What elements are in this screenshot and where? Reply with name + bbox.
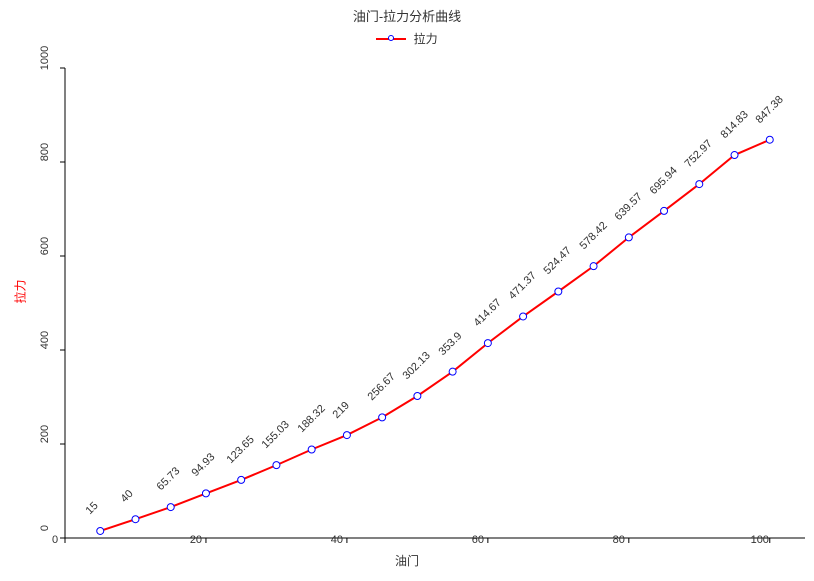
x-tick-label: 0	[52, 534, 58, 546]
data-marker	[555, 288, 562, 295]
y-tick-label: 600	[39, 226, 51, 266]
x-tick-label: 80	[613, 534, 625, 546]
chart-title: 油门-拉力分析曲线	[0, 6, 814, 25]
legend: 拉力	[0, 30, 814, 47]
data-marker	[731, 152, 738, 159]
data-marker	[308, 446, 315, 453]
data-marker	[132, 516, 139, 523]
y-tick-label: 1000	[39, 38, 51, 78]
y-tick-label: 800	[39, 132, 51, 172]
plot-area	[55, 58, 795, 528]
y-tick-label: 200	[39, 414, 51, 454]
x-tick-label: 100	[751, 534, 769, 546]
y-tick-label: 0	[39, 508, 51, 548]
data-marker	[343, 432, 350, 439]
legend-label: 拉力	[414, 30, 438, 47]
data-marker	[484, 340, 491, 347]
data-marker	[449, 368, 456, 375]
data-marker	[414, 392, 421, 399]
x-axis-label: 油门	[0, 552, 814, 569]
x-tick-label: 60	[472, 534, 484, 546]
x-tick-label: 40	[331, 534, 343, 546]
y-axis-label: 拉力	[12, 279, 29, 303]
data-marker	[520, 313, 527, 320]
data-marker	[273, 462, 280, 469]
data-marker	[625, 234, 632, 241]
data-marker	[202, 490, 209, 497]
data-marker	[238, 476, 245, 483]
data-marker	[167, 504, 174, 511]
y-tick-label: 400	[39, 320, 51, 360]
data-marker	[766, 136, 773, 143]
data-marker	[590, 263, 597, 270]
data-marker	[97, 527, 104, 534]
data-marker	[379, 414, 386, 421]
data-marker	[696, 181, 703, 188]
legend-line-sample	[376, 33, 406, 45]
data-marker	[661, 207, 668, 214]
chart-container: 油门-拉力分析曲线 拉力 拉力 油门 020406080100020040060…	[0, 0, 814, 581]
x-tick-label: 20	[190, 534, 202, 546]
